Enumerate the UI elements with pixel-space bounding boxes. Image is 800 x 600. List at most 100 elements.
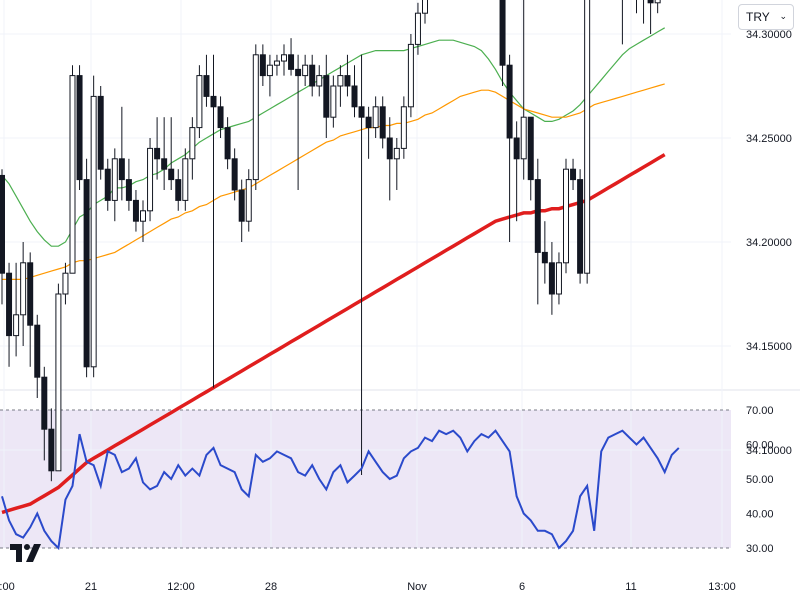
candle-body: [379, 106, 386, 139]
candle-body: [97, 95, 104, 170]
candle: [20, 242, 27, 346]
candle: [104, 158, 111, 211]
candle-body: [34, 324, 41, 378]
candle-body: [407, 43, 414, 108]
time-tick-label: 6: [519, 581, 525, 593]
candle: [182, 148, 189, 211]
candle-body: [0, 174, 5, 274]
candle: [132, 190, 139, 232]
candle: [636, 0, 637, 14]
candle-body: [210, 95, 217, 108]
candle: [407, 34, 414, 118]
candle: [506, 54, 513, 242]
candle: [125, 158, 132, 211]
candle-body: [563, 168, 569, 264]
candle: [379, 96, 386, 149]
candle-body: [217, 106, 224, 129]
candle: [69, 65, 76, 274]
candle: [189, 117, 196, 180]
candle-body: [534, 179, 541, 253]
time-tick-label: 28: [265, 581, 277, 593]
candle-body: [400, 106, 407, 149]
candle: [224, 117, 231, 170]
candle: [62, 262, 69, 305]
candle-body: [104, 168, 111, 201]
candle-body: [541, 251, 548, 264]
candle: [351, 65, 358, 118]
candle: [13, 262, 20, 357]
candle-body: [365, 116, 372, 129]
candle: [323, 54, 330, 138]
candle-body: [83, 179, 90, 368]
candle-body: [147, 147, 154, 212]
candle: [217, 96, 224, 138]
candle-body: [513, 137, 520, 160]
candle: [34, 314, 41, 398]
candle: [0, 169, 5, 305]
candle: [281, 44, 287, 76]
candle-body: [161, 158, 168, 170]
candle: [55, 283, 62, 472]
candle: [414, 2, 421, 55]
candle-body: [372, 106, 379, 129]
candle: [210, 54, 217, 388]
currency-select[interactable]: TRY ⌄: [738, 4, 794, 30]
candle: [330, 75, 337, 128]
candle: [196, 65, 203, 138]
candle: [90, 75, 97, 378]
candle-body: [238, 189, 245, 222]
candle-body: [189, 127, 196, 160]
candle-body: [323, 75, 330, 118]
candle-body: [168, 168, 175, 181]
candle: [97, 86, 104, 180]
candle-body: [69, 75, 76, 274]
candle-body: [76, 75, 83, 181]
price-tick-label: 34.25000: [746, 133, 792, 145]
rsi-tick-label: 70.00: [746, 405, 774, 417]
candle: [175, 169, 182, 211]
candle: [520, 0, 527, 180]
candle: [337, 65, 344, 107]
candle-body: [358, 106, 365, 118]
candle-body: [41, 376, 48, 430]
candle: [203, 54, 210, 107]
rsi-line: [1, 429, 680, 551]
candle-body: [548, 262, 555, 295]
candle-body: [6, 272, 13, 337]
candle-body: [527, 116, 534, 181]
candle-body: [90, 95, 97, 368]
price-tick-label: 34.10000: [746, 445, 792, 457]
candle-body: [337, 75, 344, 87]
candle: [76, 65, 83, 190]
time-tick-label: Nov: [407, 581, 427, 593]
candle-body: [13, 314, 20, 337]
candle-body: [316, 75, 323, 87]
rsi-tick-label: 50.00: [746, 474, 774, 486]
candle: [41, 366, 48, 461]
candle-body: [647, 0, 654, 4]
candle: [288, 38, 295, 76]
candle-body: [125, 179, 132, 201]
candle-body: [584, 0, 591, 274]
candle-body: [344, 75, 351, 87]
candle-body: [224, 127, 231, 160]
candle: [238, 179, 245, 242]
candle: [140, 200, 146, 242]
candle: [6, 262, 13, 367]
candle: [27, 252, 34, 367]
candle-body: [259, 54, 266, 77]
price-tick-label: 34.20000: [746, 237, 792, 249]
time-tick-label: 21: [85, 581, 97, 593]
candle-body: [196, 75, 203, 129]
candle: [577, 169, 584, 284]
candle: [621, 0, 623, 45]
candle-body: [154, 147, 161, 160]
candle-body: [118, 158, 125, 181]
price-tick-label: 34.30000: [746, 29, 792, 41]
candle: [245, 169, 252, 232]
candle: [534, 158, 541, 305]
candle-body: [499, 0, 506, 66]
candle-body: [506, 64, 513, 139]
